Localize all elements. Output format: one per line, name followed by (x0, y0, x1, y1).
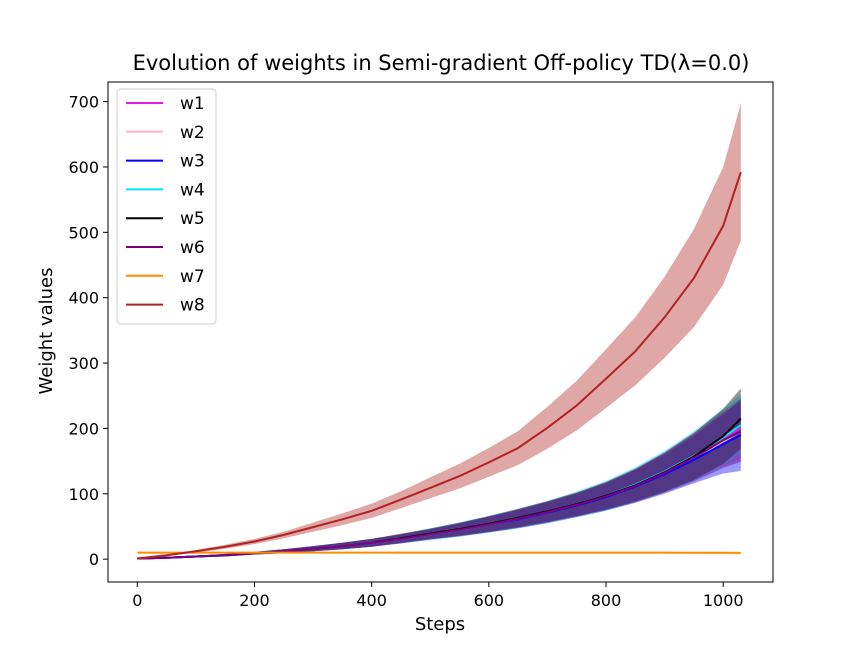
series-band-w3 (137, 399, 741, 559)
legend-label-w5: w5 (180, 209, 205, 229)
series-band-w4 (137, 393, 741, 559)
series-band-w2 (137, 401, 741, 559)
x-axis: 0 200 400 600 800 1000 (132, 582, 744, 610)
x-tick-label: 400 (356, 591, 387, 610)
y-tick-label: 600 (68, 158, 99, 177)
series-band-w6 (137, 401, 741, 559)
y-tick-label: 400 (68, 289, 99, 308)
lines-layer (137, 171, 742, 560)
legend: w1 w2 w3 w4 w5 w6 w7 w8 (116, 88, 217, 325)
legend-label-w3: w3 (180, 152, 205, 172)
x-tick-label: 1000 (703, 591, 744, 610)
y-tick-label: 100 (68, 485, 99, 504)
y-tick-label: 500 (68, 223, 99, 242)
chart-title: Evolution of weights in Semi-gradient Of… (133, 51, 750, 75)
plot-frame (107, 81, 774, 583)
x-tick-label: 0 (132, 591, 142, 610)
legend-label-w1: w1 (180, 94, 205, 114)
x-tick-label: 200 (239, 591, 270, 610)
x-axis-label: Steps (415, 614, 465, 635)
y-tick-label: 0 (89, 550, 99, 569)
series-band-w1 (137, 398, 741, 559)
legend-label-w8: w8 (180, 296, 205, 316)
y-axis: 0 100 200 300 400 500 600 700 (68, 93, 108, 569)
y-tick-label: 300 (68, 354, 99, 373)
legend-box (116, 88, 217, 325)
legend-label-w7: w7 (180, 267, 205, 287)
legend-label-w2: w2 (180, 123, 205, 143)
series-line-w8 (137, 171, 742, 560)
y-tick-label: 700 (68, 93, 99, 112)
legend-label-w6: w6 (180, 238, 205, 258)
x-tick-label: 600 (474, 591, 505, 610)
y-tick-label: 200 (68, 419, 99, 438)
legend-label-w4: w4 (180, 180, 205, 200)
y-axis-label: Weight values (36, 268, 57, 395)
x-tick-label: 800 (591, 591, 622, 610)
series-line-w6 (137, 430, 742, 560)
